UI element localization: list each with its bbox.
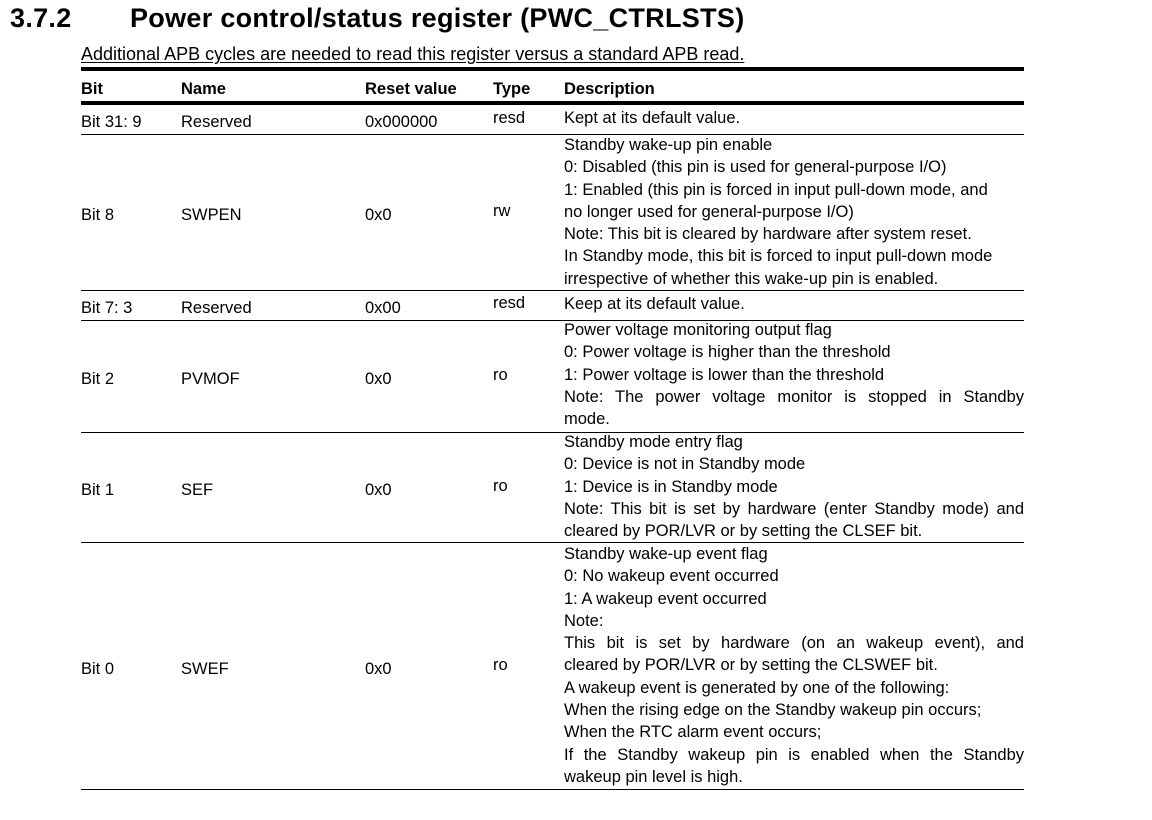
cell-type: resd	[493, 109, 526, 127]
description-line: cleared by POR/LVR or by setting the CLS…	[564, 522, 923, 541]
description-line: When the RTC alarm event occurs;	[564, 723, 822, 742]
row-divider	[81, 789, 1024, 790]
header-rule	[81, 101, 1024, 105]
header-reset-value: Reset value	[365, 80, 457, 98]
header-name: Name	[181, 80, 226, 98]
section-number: 3.7.2	[10, 3, 72, 33]
cell-description: Standby mode entry flag 0: Device is not …	[564, 431, 1024, 542]
cell-bit: Bit 8	[81, 206, 115, 224]
description-line: Note: The power voltage monitor is stopp…	[564, 387, 1024, 406]
description-line: cleared by POR/LVR or by setting the CLS…	[564, 656, 938, 675]
cell-reset-value: 0x0	[365, 481, 392, 499]
cell-bit: Bit 7: 3	[81, 299, 133, 317]
description-line: 1: Device is in Standby mode	[564, 477, 778, 496]
description-line: Standby mode entry flag	[564, 433, 743, 451]
description-line: 1: A wakeup event occurred	[564, 589, 767, 608]
cell-type: ro	[493, 477, 508, 495]
cell-name: Reserved	[181, 299, 252, 317]
cell-reset-value: 0x000000	[365, 113, 438, 131]
table-top-rule	[81, 67, 1024, 71]
description-line: Keep at its default value.	[564, 295, 745, 313]
description-line: 0: Disabled (this pin is used for genera…	[564, 158, 947, 177]
cell-name: Reserved	[181, 113, 252, 131]
description-line: Note: This bit is cleared by hardware af…	[564, 225, 972, 244]
description-line: Standby wake-up event flag	[564, 545, 768, 563]
description-line: If the Standby wakeup pin is enabled whe…	[564, 745, 1024, 764]
cell-reset-value: 0x0	[365, 370, 392, 388]
cell-type: rw	[493, 202, 511, 220]
description-line: A wakeup event is generated by one of th…	[564, 678, 950, 697]
cell-name: SWEF	[181, 660, 229, 678]
cell-reset-value: 0x0	[365, 660, 392, 678]
cell-type: resd	[493, 294, 526, 312]
row-divider	[81, 542, 1024, 543]
description-line: This bit is set by hardware (on an wakeu…	[564, 634, 1024, 653]
cell-description: Keep at its default value.	[564, 293, 1024, 315]
description-line: mode.	[564, 410, 610, 429]
header-bit: Bit	[81, 80, 103, 98]
description-line: 1: Enabled (this pin is forced in input …	[564, 180, 988, 199]
description-line: Power voltage monitoring output flag	[564, 321, 832, 339]
cell-bit: Bit 0	[81, 660, 115, 678]
cell-type: ro	[493, 366, 508, 384]
cell-reset-value: 0x0	[365, 206, 392, 224]
header-type: Type	[493, 80, 531, 98]
description-line: wakeup pin level is high.	[564, 767, 743, 786]
section-title: Power control/status register (PWC_CTRLS…	[130, 3, 745, 33]
cell-bit: Bit 2	[81, 370, 115, 388]
description-line: irrespective of whether this wake-up pin…	[564, 269, 939, 288]
description-line: no longer used for general-purpose I/O)	[564, 202, 854, 221]
description-line: 0: Power voltage is higher than the thre…	[564, 343, 891, 362]
cell-description: Kept at its default value.	[564, 107, 1024, 129]
row-divider	[81, 290, 1024, 291]
description-line: Note:	[564, 611, 604, 630]
description-line: Standby wake-up pin enable	[564, 136, 773, 154]
cell-description: Power voltage monitoring output flag 0: P…	[564, 319, 1024, 430]
row-divider	[81, 432, 1024, 433]
cell-name: SWPEN	[181, 206, 242, 224]
cell-name: SEF	[181, 481, 214, 499]
description-line: 0: Device is not in Standby mode	[564, 455, 806, 474]
description-line: In Standby mode, this bit is forced to i…	[564, 247, 993, 266]
cell-name: PVMOF	[181, 370, 240, 388]
cell-description: Standby wake-up event flag 0: No wakeup e…	[564, 543, 1024, 788]
cell-bit: Bit 31: 9	[81, 113, 142, 131]
header-description: Description	[564, 80, 655, 98]
cell-bit: Bit 1	[81, 481, 115, 499]
description-line: 1: Power voltage is lower than the thres…	[564, 365, 885, 384]
cell-reset-value: 0x00	[365, 299, 401, 317]
description-line: Note: This bit is set by hardware (enter…	[564, 499, 1024, 518]
row-divider	[81, 320, 1024, 321]
description-line: 0: No wakeup event occurred	[564, 567, 779, 586]
row-divider	[81, 134, 1024, 135]
description-line: When the rising edge on the Standby wake…	[564, 701, 982, 720]
section-heading: 3.7.2 Power control/status register (PWC_…	[10, 3, 744, 34]
description-line: Kept at its default value.	[564, 109, 741, 127]
cell-type: ro	[493, 656, 508, 674]
register-note: Additional APB cycles are needed to read…	[81, 44, 745, 64]
cell-description: Standby wake-up pin enable 0: Disabled (t…	[564, 134, 1024, 290]
